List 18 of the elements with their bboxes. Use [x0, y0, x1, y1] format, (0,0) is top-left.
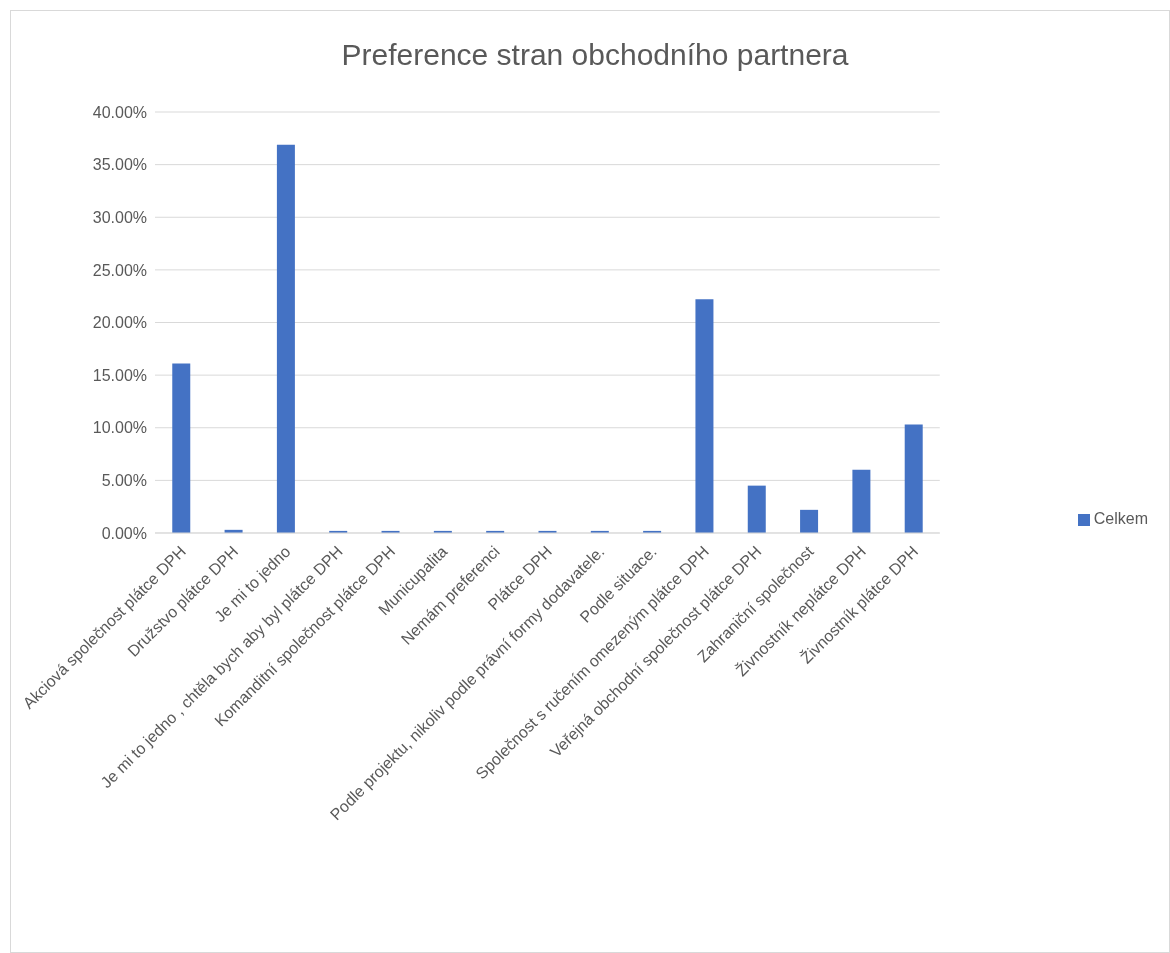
bar — [172, 363, 191, 533]
bar — [852, 469, 871, 533]
bar — [904, 424, 923, 533]
y-tick-label: 20.00% — [92, 314, 147, 332]
y-tick-label: 40.00% — [92, 103, 147, 121]
bar — [695, 299, 714, 533]
bar — [276, 144, 295, 533]
legend-label: Celkem — [1093, 510, 1148, 527]
chart-title: Preference stran obchodního partnera — [340, 38, 850, 72]
y-tick-label: 0.00% — [101, 524, 147, 542]
bar — [747, 485, 766, 533]
y-tick-label: 35.00% — [92, 156, 147, 174]
bar — [800, 509, 819, 533]
y-tick-label: 5.00% — [101, 472, 147, 490]
y-tick-label: 30.00% — [92, 208, 147, 226]
y-tick-label: 25.00% — [92, 261, 147, 279]
y-tick-label: 15.00% — [92, 366, 147, 384]
y-tick-label: 10.00% — [92, 419, 147, 437]
